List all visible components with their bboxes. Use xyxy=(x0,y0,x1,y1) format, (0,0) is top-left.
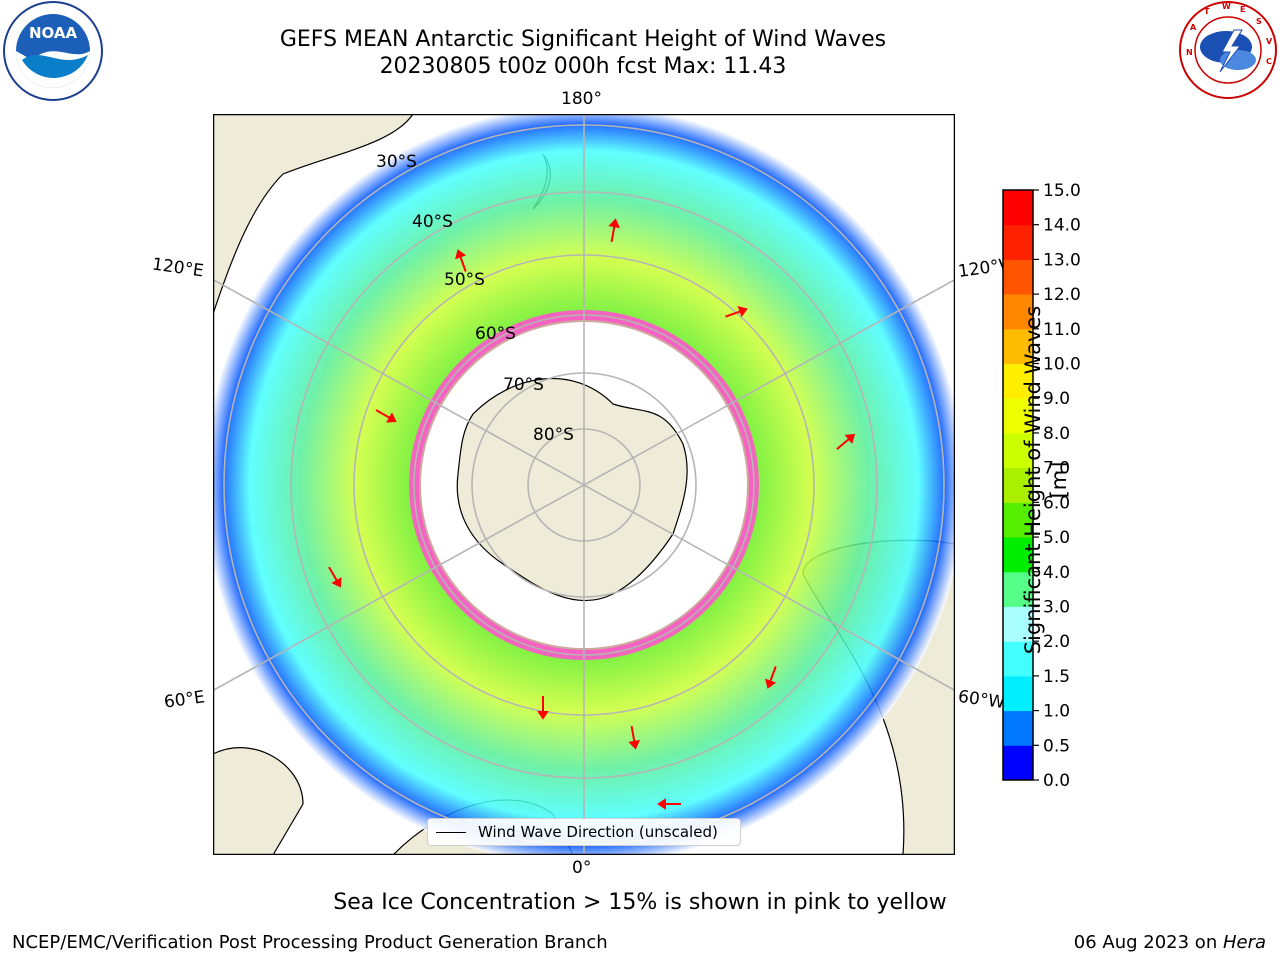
africa-land xyxy=(213,747,304,855)
colorbar-tick-label: 14.0 xyxy=(1043,216,1081,236)
colorbar-tick-label: 1.5 xyxy=(1043,667,1070,687)
svg-text:N: N xyxy=(1186,48,1193,57)
colorbar-segment xyxy=(1003,710,1033,746)
colorbar-tick-label: 7.0 xyxy=(1043,459,1070,479)
footer-host: Hera xyxy=(1222,932,1266,953)
lon-label-120e: 120°E xyxy=(150,254,205,282)
colorbar-segment xyxy=(1003,745,1033,781)
colorbar-tick-label: 0.0 xyxy=(1043,771,1070,790)
lat-label-60s: 60°S xyxy=(475,324,516,344)
chart-subtitle: 20230805 t00z 000h fcst Max: 11.43 xyxy=(379,54,787,79)
colorbar-border xyxy=(1002,189,1034,781)
colorbar-tick-label: 6.0 xyxy=(1043,493,1070,513)
colorbar-label: Significant Height of Wind Waves [m] xyxy=(1021,305,1071,655)
colorbar-tick-label: 15.0 xyxy=(1043,181,1081,201)
colorbar-segment xyxy=(1003,398,1033,434)
footer-credit: NCEP/EMC/Verification Post Processing Pr… xyxy=(12,932,608,953)
colorbar-segment xyxy=(1003,190,1033,226)
colorbar-tick-label: 11.0 xyxy=(1043,320,1081,340)
colorbar-tick-label: 4.0 xyxy=(1043,563,1070,583)
colorbar-segment xyxy=(1003,259,1033,295)
australia-land xyxy=(213,114,414,315)
svg-text:E: E xyxy=(1240,5,1245,14)
lat-label-70s: 70°S xyxy=(503,375,544,395)
colorbar-tick-label: 1.0 xyxy=(1043,702,1070,722)
lat-label-40s: 40°S xyxy=(412,212,453,232)
colorbar-tick-label: 2.0 xyxy=(1043,632,1070,652)
colorbar-segment xyxy=(1003,432,1033,469)
colorbar-segment xyxy=(1003,467,1033,503)
footer-date: 06 Aug 2023 on Hera xyxy=(1074,932,1266,953)
colorbar-segment xyxy=(1003,606,1033,642)
colorbar-segment xyxy=(1003,502,1033,538)
svg-text:T: T xyxy=(1204,7,1210,16)
lon-label-60w: 60°W xyxy=(956,686,1007,714)
chart-title: GEFS MEAN Antarctic Significant Height o… xyxy=(279,27,887,52)
colorbar-segment xyxy=(1003,363,1033,399)
svg-text:C: C xyxy=(1266,57,1272,66)
map-legend: Wind Wave Direction (unscaled) xyxy=(427,818,741,846)
colorbar-tick-label: 8.0 xyxy=(1043,424,1070,444)
svg-text:A: A xyxy=(1190,23,1197,32)
colorbar-tick-label: 9.0 xyxy=(1043,389,1070,409)
sea-ice-caption: Sea Ice Concentration > 15% is shown in … xyxy=(333,890,947,915)
lat-label-50s: 50°S xyxy=(444,270,485,290)
colorbar-tick-label: 13.0 xyxy=(1043,250,1081,270)
svg-text:V: V xyxy=(1266,37,1273,46)
colorbar-segment xyxy=(1003,328,1033,365)
colorbar-tick-label: 0.5 xyxy=(1043,736,1070,756)
polar-map xyxy=(213,114,955,855)
colorbar-tick-label: 5.0 xyxy=(1043,528,1070,548)
lat-label-80s: 80°S xyxy=(533,425,574,445)
colorbar-segment xyxy=(1003,571,1033,607)
colorbar-tick-label: 10.0 xyxy=(1043,355,1081,375)
colorbar-segment xyxy=(1003,224,1033,260)
colorbar-segment xyxy=(1003,294,1033,330)
svg-text:S: S xyxy=(1256,17,1262,26)
colorbar-segment xyxy=(1003,675,1033,712)
lon-label-0: 0° xyxy=(572,858,592,878)
colorbar-tick-label: 12.0 xyxy=(1043,285,1081,305)
nws-logo: N AT W E S V C xyxy=(1179,1,1277,99)
noaa-logo-text: NOAA xyxy=(29,24,78,42)
legend-label: Wind Wave Direction (unscaled) xyxy=(478,823,718,841)
svg-text:W: W xyxy=(1222,2,1231,11)
antarctica-land xyxy=(456,377,688,602)
legend-line-symbol xyxy=(436,832,466,833)
colorbar-segment xyxy=(1003,537,1033,573)
lon-label-180: 180° xyxy=(561,89,602,109)
wave-direction-arrows xyxy=(328,218,856,810)
footer-date-text: 06 Aug 2023 on xyxy=(1073,932,1223,953)
lat-label-30s: 30°S xyxy=(376,152,417,172)
colorbar-segment xyxy=(1003,641,1033,677)
colorbar: 0.0 0.5 1.0 1.5 2.0 3.0 4.0 5.0 6.0 7.0 8.0 9.0 10.0… xyxy=(1002,181,1081,790)
lon-label-60e: 60°E xyxy=(162,687,207,713)
colorbar-tick-label: 3.0 xyxy=(1043,597,1070,617)
noaa-logo: NOAA xyxy=(3,1,103,101)
